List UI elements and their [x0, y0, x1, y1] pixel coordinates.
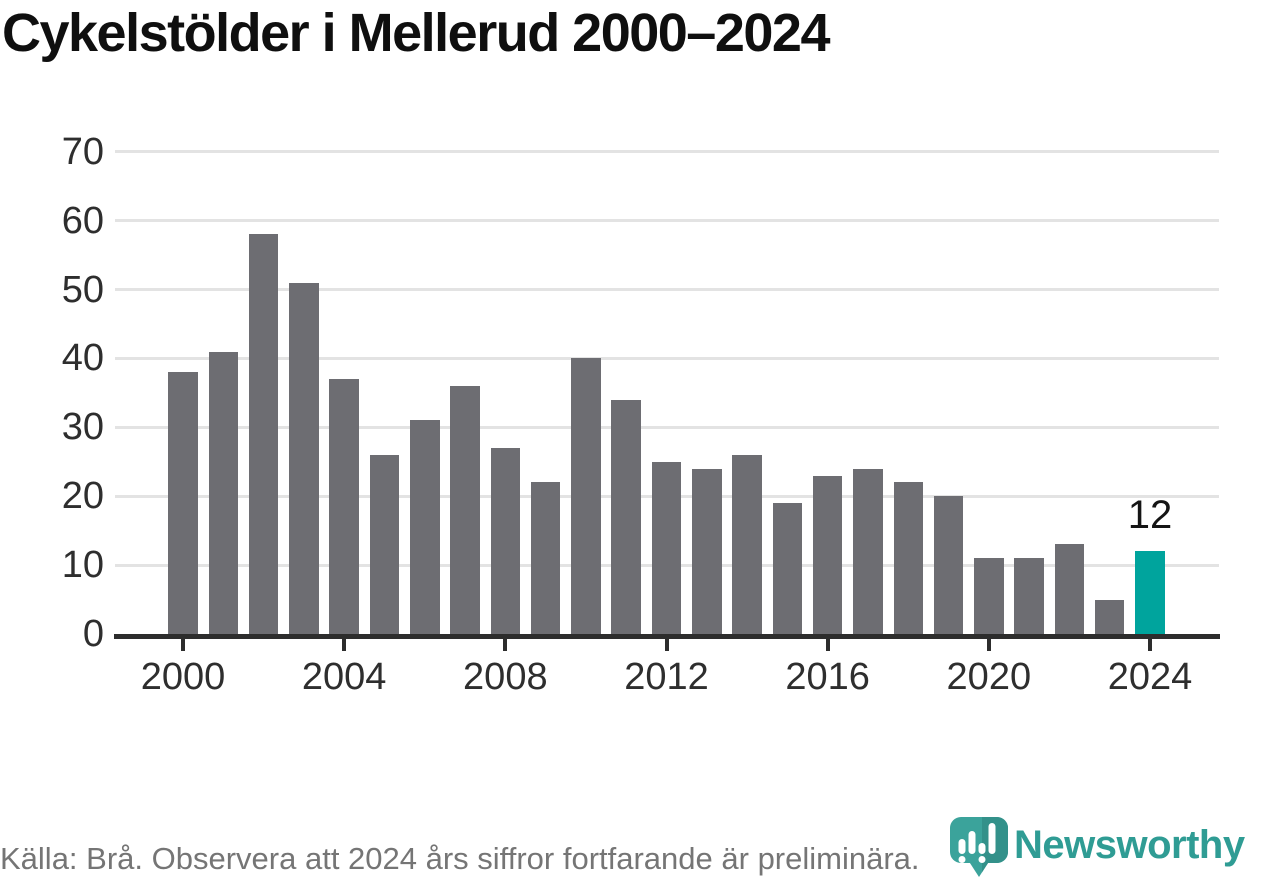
y-axis-tick-label: 40 — [61, 337, 104, 380]
chart-title: Cykelstölder i Mellerud 2000–2024 — [2, 3, 830, 63]
bar-2008 — [490, 447, 521, 634]
x-tick-2008 — [503, 639, 508, 651]
bar-2005 — [369, 454, 400, 634]
y-axis-tick-label: 0 — [82, 613, 104, 655]
source-note: Källa: Brå. Observera att 2024 års siffr… — [0, 841, 920, 876]
bar-2004 — [329, 379, 359, 634]
bar-2015 — [772, 503, 803, 634]
x-tick-2012 — [664, 639, 669, 651]
bar-2002 — [248, 234, 279, 634]
bar-2021 — [1014, 558, 1044, 634]
x-axis-tick-label: 2020 — [946, 656, 1032, 698]
bar-2024 — [1135, 551, 1165, 634]
bar-2013 — [692, 468, 722, 634]
y-axis-tick-label: 70 — [61, 130, 104, 173]
bar-2018 — [893, 482, 923, 634]
x-axis-tick-label: 2004 — [301, 656, 387, 698]
gridline-y-30 — [115, 425, 1219, 429]
x-tick-2004 — [342, 639, 347, 651]
x-axis-line — [114, 634, 1220, 639]
bar-2003 — [289, 282, 319, 634]
bar-value-label: 12 — [1127, 493, 1173, 537]
bar-2000 — [168, 372, 198, 634]
bar-2017 — [853, 468, 883, 634]
x-axis-tick-label: 2000 — [140, 656, 226, 698]
x-tick-2016 — [825, 639, 830, 651]
bar-2020 — [974, 558, 1004, 634]
gridline-y-60 — [115, 219, 1219, 223]
gridline-y-50 — [115, 288, 1219, 291]
bar-2023 — [1094, 599, 1125, 634]
x-axis-tick-label: 2008 — [463, 656, 548, 698]
bar-2001 — [208, 351, 239, 634]
bar-2010 — [571, 358, 601, 634]
y-axis-tick-label: 60 — [61, 199, 104, 242]
bar-2012 — [651, 461, 682, 634]
x-tick-2024 — [1148, 639, 1152, 651]
bar-2011 — [611, 399, 641, 634]
x-axis-tick-label: 2016 — [785, 656, 870, 698]
x-axis-tick-label: 2012 — [624, 656, 709, 698]
x-tick-2020 — [986, 639, 991, 651]
bar-2019 — [933, 496, 964, 634]
y-axis-tick-label: 30 — [61, 406, 104, 449]
bar-2007 — [450, 385, 480, 634]
x-axis-tick-label: 2024 — [1107, 656, 1193, 698]
bar-2009 — [530, 482, 561, 634]
bar-2014 — [732, 454, 762, 634]
x-tick-2000 — [181, 639, 185, 651]
y-axis-tick-label: 50 — [61, 268, 104, 311]
y-axis-tick-label: 20 — [61, 475, 104, 518]
y-axis-tick-label: 10 — [61, 544, 104, 587]
bar-2022 — [1054, 544, 1085, 634]
bar-2006 — [410, 420, 440, 634]
newsworthy-logo-icon — [946, 816, 1012, 884]
newsworthy-wordmark: Newsworthy — [1014, 823, 1245, 867]
bar-2016 — [812, 475, 843, 634]
gridline-y-40 — [115, 356, 1219, 360]
gridline-y-70 — [115, 150, 1219, 154]
